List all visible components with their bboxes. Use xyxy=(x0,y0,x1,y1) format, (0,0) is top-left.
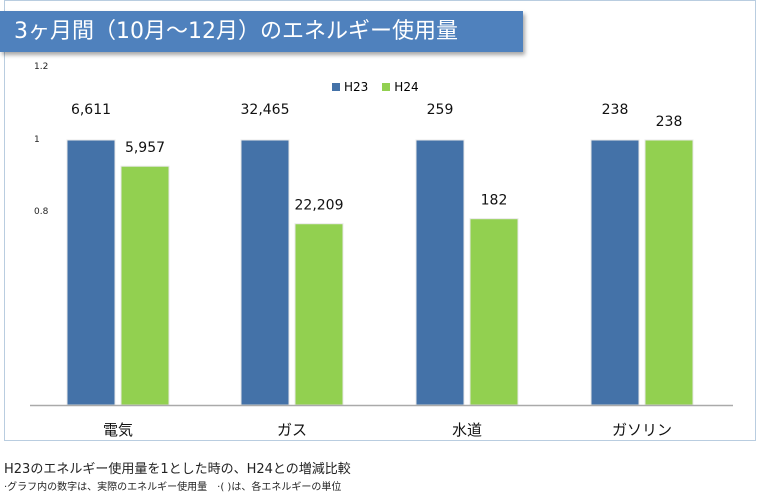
category-label: ガソリン xyxy=(612,421,672,439)
bar-h23 xyxy=(66,139,116,406)
category-label: ガス xyxy=(277,421,307,439)
data-label: 32,465 xyxy=(241,102,290,118)
category-label: 電気 xyxy=(103,421,133,439)
data-label: 5,957 xyxy=(125,140,165,156)
bar-h23 xyxy=(590,139,640,406)
bar-h23 xyxy=(240,139,290,406)
legend: H23 H24 xyxy=(332,80,419,94)
data-label: 182 xyxy=(481,193,508,209)
bar-h24 xyxy=(294,223,344,406)
bar-h24 xyxy=(120,165,170,406)
chart-frame xyxy=(4,0,756,441)
y-tick-label: 1.2 xyxy=(34,62,49,72)
bar-h24 xyxy=(644,139,694,406)
bar-h24 xyxy=(469,218,519,406)
chart-title: 3ヶ月間（10月〜12月）のエネルギー使用量 xyxy=(0,11,523,52)
data-label: 6,611 xyxy=(71,102,111,118)
bar-h23 xyxy=(415,139,465,406)
data-label: 259 xyxy=(427,102,454,118)
data-label: 238 xyxy=(656,114,683,130)
note-line-1: H23のエネルギー使用量を1とした時の、H24との増減比較 xyxy=(4,462,351,477)
y-tick-label: 1 xyxy=(34,135,40,145)
legend-item-h23: H23 xyxy=(332,80,368,94)
legend-swatch xyxy=(382,83,391,91)
note-line-2: ·グラフ内の数字は、実際のエネルギー使用量 ·( )は、各エネルギーの単位 xyxy=(4,482,342,493)
legend-swatch xyxy=(332,83,340,91)
category-label: 水道 xyxy=(452,421,482,439)
legend-item-h24: H24 xyxy=(382,80,419,94)
data-label: 238 xyxy=(602,102,629,118)
y-tick-label: 0.8 xyxy=(34,207,49,217)
data-label: 22,209 xyxy=(295,198,344,214)
